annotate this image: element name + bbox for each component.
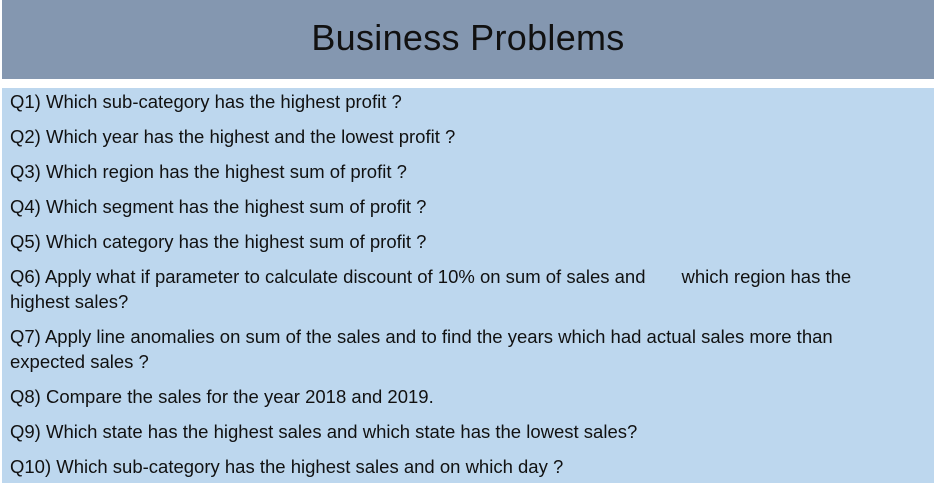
question-q8: Q8) Compare the sales for the year 2018 …: [10, 386, 434, 407]
question-q9: Q9) Which state has the highest sales an…: [10, 421, 638, 442]
question-q5: Q5) Which category has the highest sum o…: [10, 231, 427, 252]
question-q10: Q10) Which sub-category has the highest …: [10, 456, 564, 477]
question-q7: Q7) Apply line anomalies on sum of the s…: [10, 326, 838, 372]
question-q2: Q2) Which year has the highest and the l…: [10, 126, 456, 147]
question-q6: Q6) Apply what if parameter to calculate…: [10, 266, 857, 312]
question-q4: Q4) Which segment has the highest sum of…: [10, 196, 427, 217]
question-q3: Q3) Which region has the highest sum of …: [10, 161, 407, 182]
questions-panel: Q1) Which sub-category has the highest p…: [2, 88, 934, 483]
page-title: Business Problems: [311, 16, 625, 58]
question-q1: Q1) Which sub-category has the highest p…: [10, 91, 402, 112]
header-banner: Business Problems: [2, 0, 934, 79]
